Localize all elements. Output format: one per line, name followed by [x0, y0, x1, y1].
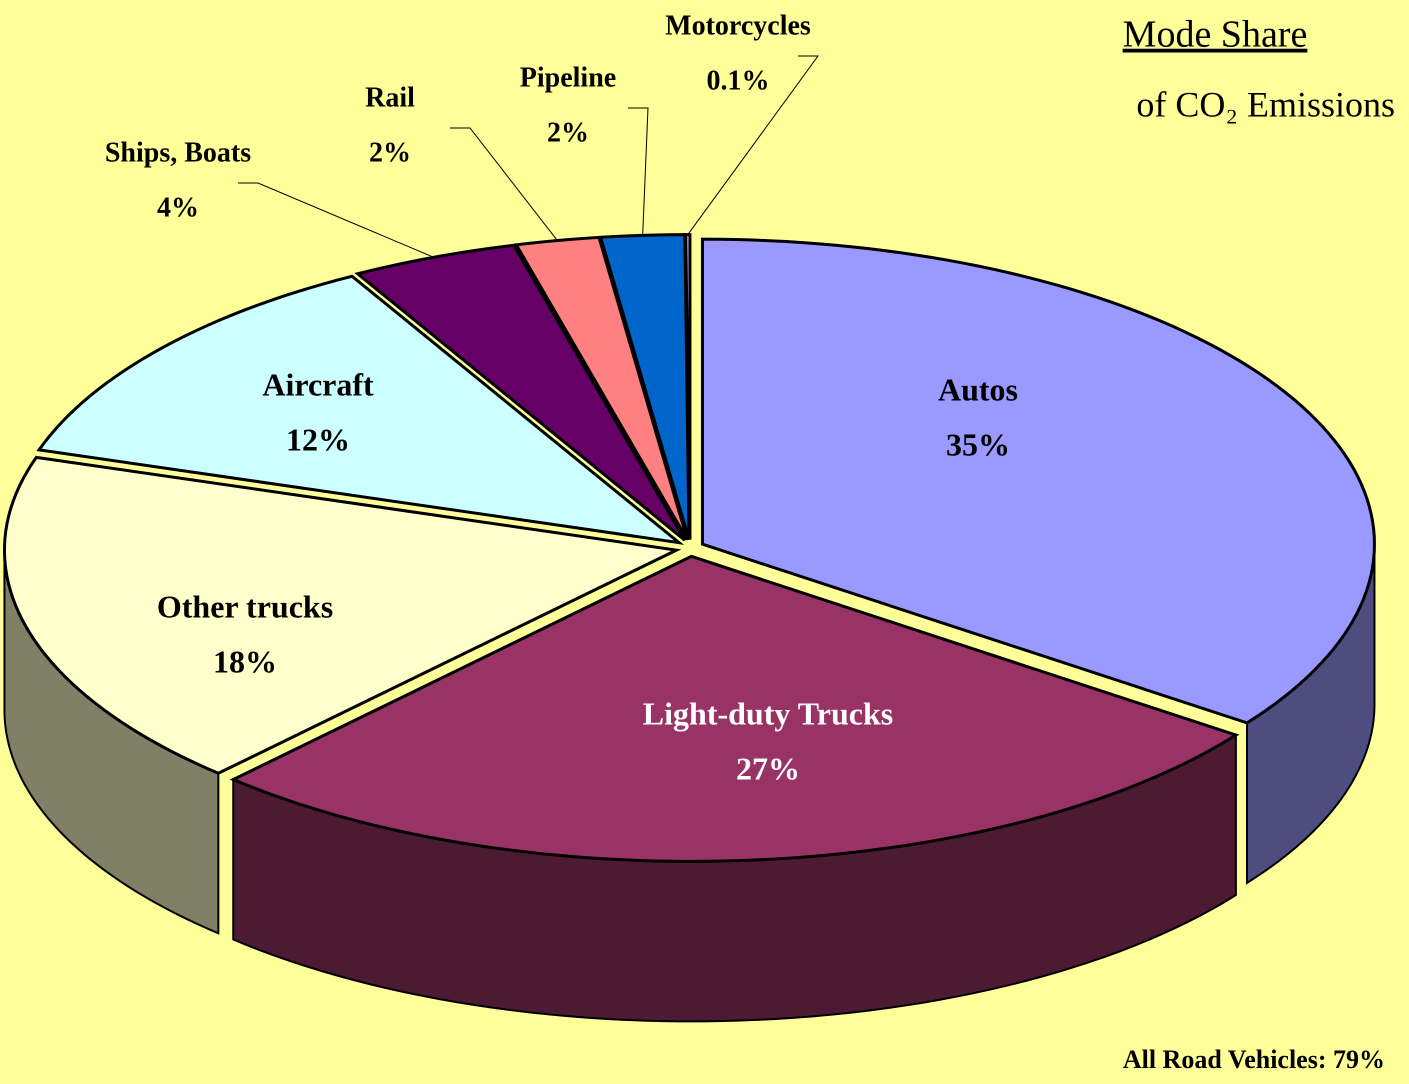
pie-slice — [700, 237, 1376, 725]
category-label: Motorcycles — [665, 10, 811, 41]
leader-line — [238, 182, 434, 258]
value-label: 18% — [213, 643, 277, 679]
category-label: Pipeline — [520, 62, 616, 93]
value-label: 0.1% — [707, 65, 770, 96]
pie-sides — [3, 544, 1376, 1023]
value-label: 27% — [736, 750, 800, 786]
pie-slice — [36, 274, 685, 545]
value-label: 35% — [946, 426, 1010, 462]
leader-line — [687, 55, 819, 235]
value-label: 4% — [157, 192, 199, 223]
pie-slice — [354, 243, 687, 542]
pie-tops — [2, 233, 1376, 863]
chart-subtitle: of CO₂ Emissions — [1136, 84, 1395, 124]
category-label: Rail — [365, 82, 415, 113]
category-label: Light-duty Trucks — [643, 695, 893, 731]
value-label: 2% — [547, 117, 589, 148]
chart-title: Mode Share — [1123, 14, 1308, 56]
labels: Autos 35% Light-duty Trucks 27% Other trucks… — [105, 10, 1018, 786]
pie-slice — [598, 233, 691, 541]
category-label: Ships, Boats — [105, 137, 251, 168]
value-label: 12% — [286, 421, 350, 457]
leader-line — [628, 107, 649, 236]
pie-slice — [229, 554, 1240, 863]
leader-line — [450, 127, 558, 241]
category-label: Autos — [938, 371, 1018, 407]
category-label: Other trucks — [157, 588, 333, 624]
pie-slice — [684, 233, 692, 540]
annotation: All Road Vehicles: 79% — [1123, 1045, 1385, 1074]
value-label: 2% — [369, 137, 411, 168]
pie-slice — [2, 455, 682, 775]
category-label: Aircraft — [262, 366, 374, 402]
